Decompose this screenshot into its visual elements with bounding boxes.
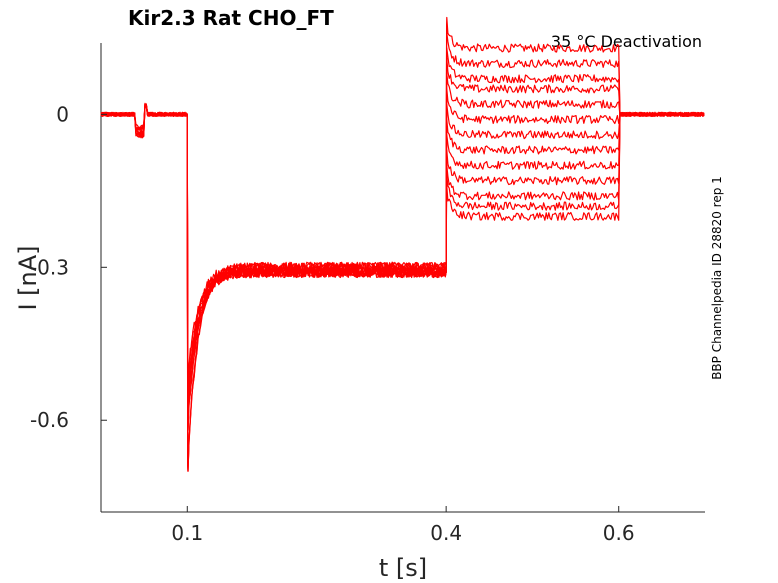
chart-title: Kir2.3 Rat CHO_FT (128, 6, 334, 30)
x-axis-label: t [s] (379, 554, 427, 582)
y-tick-group: 0 -0.3 -0.6 (30, 102, 107, 432)
y-tick-label: -0.6 (30, 408, 69, 432)
y-tick-label: 0 (56, 102, 69, 126)
trace-group (100, 16, 705, 472)
current-trace-13 (100, 104, 705, 411)
x-tick-label: 0.4 (430, 521, 462, 545)
current-trace-11 (100, 103, 705, 472)
x-tick-label: 0.1 (171, 521, 203, 545)
current-trace-6 (100, 88, 705, 472)
x-tick-label: 0.6 (603, 521, 635, 545)
current-trace-10 (100, 103, 705, 381)
y-axis-label: I [nA] (14, 245, 42, 310)
chart-annotation: 35 °C Deactivation (551, 32, 702, 51)
current-trace-9 (100, 104, 705, 396)
current-trace-5 (100, 72, 705, 381)
x-tick-group: 0.1 0.4 0.6 (171, 506, 635, 545)
y-tick-label: -0.3 (30, 255, 69, 279)
side-label: BBP Channelpedia ID 28820 rep 1 (710, 176, 724, 380)
